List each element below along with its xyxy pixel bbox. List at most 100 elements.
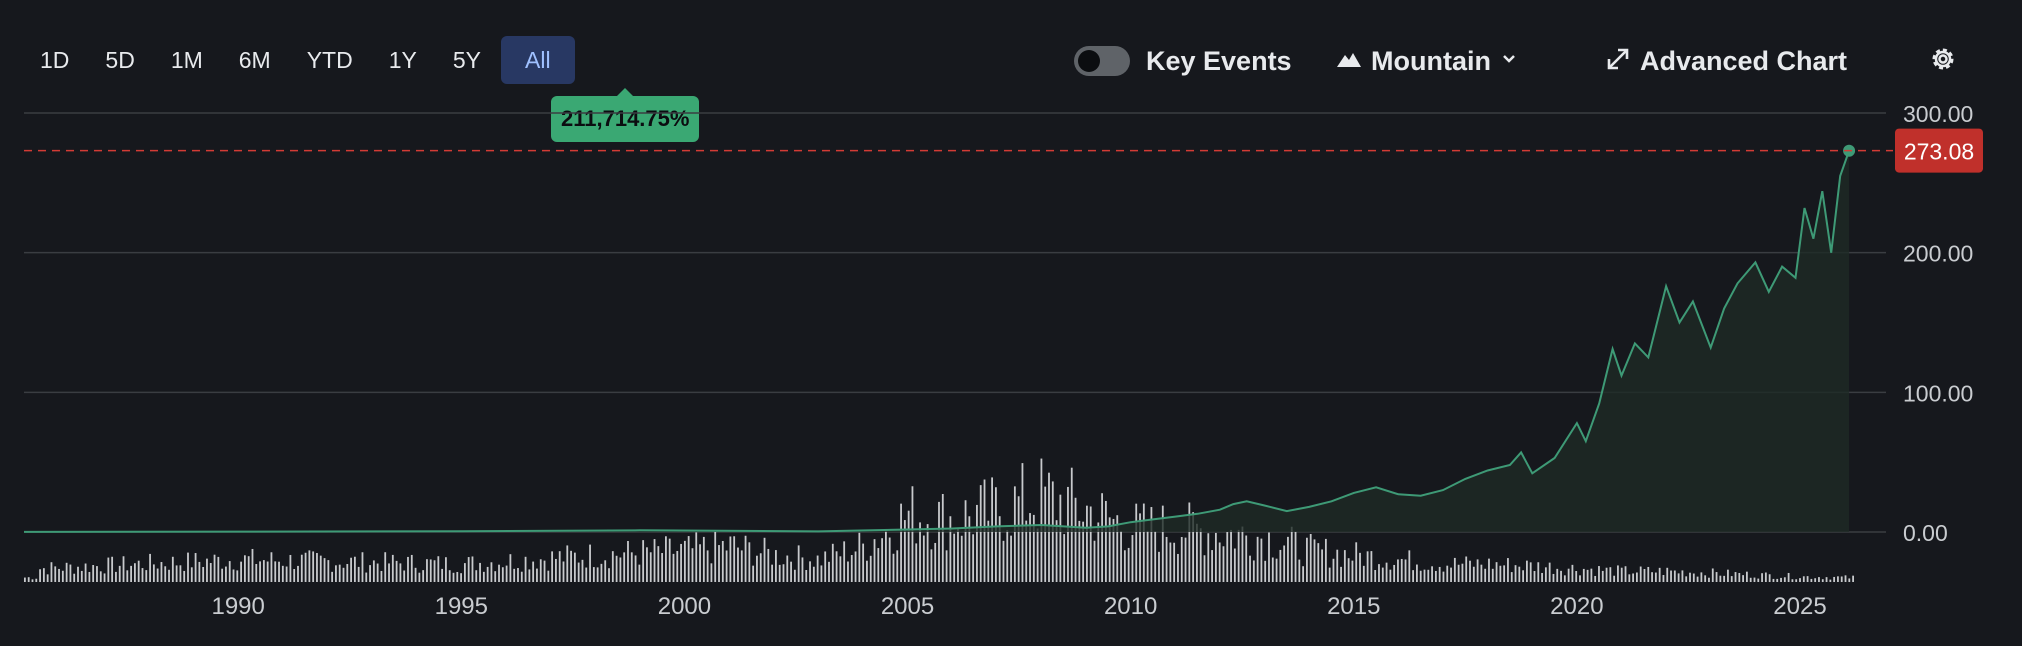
- volume-bar: [1287, 536, 1289, 582]
- volume-bar: [194, 553, 197, 582]
- volume-bar: [1484, 568, 1487, 582]
- volume-bar: [1142, 503, 1145, 582]
- volume-bar: [1340, 566, 1342, 582]
- volume-bar: [156, 568, 159, 582]
- volume-bar: [630, 552, 633, 582]
- volume-bar: [456, 571, 459, 582]
- volume-bar: [532, 561, 535, 582]
- volume-bar: [437, 556, 440, 582]
- volume-bar: [179, 565, 182, 582]
- volume-bar: [896, 550, 899, 582]
- volume-bar: [1734, 572, 1737, 582]
- volume-bar: [213, 554, 216, 582]
- volume-bar: [1355, 542, 1358, 582]
- volume-bar: [1852, 575, 1854, 582]
- chart-style-dropdown[interactable]: Mountain: [1337, 36, 1517, 86]
- volume-bar: [1438, 566, 1441, 582]
- volume-bar: [1298, 559, 1301, 582]
- volume-bar: [316, 553, 318, 582]
- volume-bar: [1624, 566, 1627, 582]
- volume-bar: [376, 563, 379, 582]
- volume-bar: [1169, 542, 1172, 582]
- volume-bar: [240, 561, 242, 582]
- volume-bar: [1590, 568, 1593, 582]
- volume-bar: [482, 571, 485, 582]
- volume-bar: [1431, 566, 1433, 582]
- volume-bar: [247, 556, 250, 582]
- volume-bar: [1146, 530, 1149, 582]
- volume-bar: [1544, 567, 1547, 582]
- volume-bar: [1070, 467, 1073, 582]
- volume-bar: [190, 567, 193, 582]
- volume-bar: [1833, 576, 1836, 582]
- volume-bar: [1370, 551, 1373, 582]
- range-tab-ytd[interactable]: YTD: [306, 46, 353, 73]
- volume-bar: [1218, 542, 1221, 582]
- key-events-control[interactable]: Key Events: [1074, 36, 1292, 86]
- volume-bar: [1700, 572, 1703, 582]
- volume-bar: [1051, 481, 1054, 582]
- volume-bar: [1446, 565, 1449, 582]
- volume-bar: [372, 560, 375, 582]
- range-tab-6m[interactable]: 6M: [238, 46, 271, 73]
- mountain-icon: [1337, 50, 1361, 73]
- volume-bar: [748, 542, 751, 582]
- range-tab-5d[interactable]: 5D: [105, 46, 135, 73]
- volume-bar: [152, 564, 155, 582]
- volume-bar: [1044, 486, 1047, 582]
- volume-bar: [1529, 562, 1532, 582]
- volume-bar: [1347, 558, 1350, 582]
- chart-style-label: Mountain: [1371, 45, 1491, 76]
- volume-bar: [1040, 458, 1043, 582]
- volume-bar: [1177, 553, 1179, 582]
- volume-bar: [729, 536, 732, 582]
- settings-button[interactable]: [1928, 36, 1958, 86]
- range-tab-5y[interactable]: 5Y: [452, 46, 481, 73]
- volume-bar: [1419, 570, 1422, 582]
- volume-bar: [1173, 542, 1176, 582]
- x-tick-label: 2010: [1104, 593, 1157, 620]
- volume-bar: [1772, 578, 1775, 582]
- volume-bar: [1393, 564, 1396, 582]
- volume-bar: [649, 552, 652, 582]
- volume-bar: [1453, 557, 1456, 582]
- volume-bar: [1245, 535, 1248, 582]
- volume-bar: [1374, 570, 1377, 582]
- volume-bar: [1336, 549, 1339, 582]
- volume-bar: [1783, 577, 1786, 582]
- range-tabs: 1D 5D 1M 6M YTD 1Y 5Y All: [24, 36, 575, 84]
- range-tab-1m[interactable]: 1M: [170, 46, 203, 73]
- volume-bar: [615, 555, 618, 582]
- volume-bar: [357, 566, 360, 582]
- volume-bar: [1434, 570, 1437, 582]
- volume-bar: [1579, 575, 1581, 582]
- volume-bar: [1214, 532, 1217, 582]
- volume-bar: [687, 536, 690, 582]
- volume-bar: [1480, 564, 1483, 582]
- volume-bar: [1400, 558, 1403, 582]
- y-tick-label: 300.00: [1903, 101, 1973, 127]
- volume-bar: [350, 557, 352, 582]
- volume-bar: [429, 559, 432, 582]
- volume-bar: [1711, 568, 1714, 582]
- volume-bar: [1548, 562, 1551, 582]
- volume-bar: [1271, 557, 1274, 582]
- range-tab-1d[interactable]: 1D: [40, 46, 70, 73]
- volume-bar: [1632, 573, 1635, 582]
- volume-bar: [812, 566, 815, 582]
- volume-bar: [991, 477, 994, 582]
- volume-bar: [498, 564, 500, 582]
- volume-bar: [547, 570, 550, 582]
- volume-bar: [61, 570, 64, 582]
- range-tab-all[interactable]: All: [501, 36, 575, 84]
- volume-bar: [850, 555, 853, 582]
- volume-bar: [1423, 569, 1426, 582]
- volume-bar: [1465, 556, 1468, 582]
- volume-bar: [1207, 533, 1210, 582]
- volume-bar: [668, 538, 671, 582]
- range-tab-1y[interactable]: 1Y: [388, 46, 417, 73]
- advanced-chart-button[interactable]: Advanced Chart: [1606, 36, 1847, 86]
- volume-bar: [771, 564, 774, 582]
- key-events-toggle[interactable]: [1074, 46, 1130, 76]
